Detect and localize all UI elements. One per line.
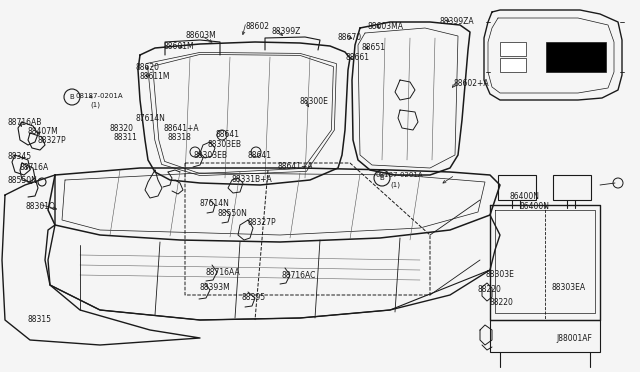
Bar bbox=[490, 320, 600, 352]
Bar bbox=[500, 58, 526, 72]
Text: 88641+A: 88641+A bbox=[163, 124, 198, 133]
Text: 88716A: 88716A bbox=[20, 163, 49, 172]
Text: 08187-0201A: 08187-0201A bbox=[375, 172, 422, 178]
Text: 88641: 88641 bbox=[248, 151, 272, 160]
Text: 88301Q: 88301Q bbox=[25, 202, 55, 211]
Text: B: B bbox=[380, 175, 385, 181]
Text: 88331B+A: 88331B+A bbox=[232, 175, 273, 184]
Text: 88300E: 88300E bbox=[300, 97, 329, 106]
Text: 88651: 88651 bbox=[362, 43, 386, 52]
Text: 88393M: 88393M bbox=[199, 283, 230, 292]
Text: 88399Z: 88399Z bbox=[271, 27, 300, 36]
Text: 88320: 88320 bbox=[110, 124, 134, 133]
Text: 88661: 88661 bbox=[345, 53, 369, 62]
Text: 86400N: 86400N bbox=[520, 202, 550, 211]
Text: 88641+A: 88641+A bbox=[277, 162, 312, 171]
Text: 88550N: 88550N bbox=[218, 209, 248, 218]
Text: 88603M: 88603M bbox=[185, 31, 216, 40]
Text: 88303EB: 88303EB bbox=[207, 140, 241, 149]
Text: 88220: 88220 bbox=[477, 285, 501, 294]
Text: 86400N: 86400N bbox=[510, 192, 540, 201]
Text: 08187-0201A: 08187-0201A bbox=[75, 93, 123, 99]
Text: 88641: 88641 bbox=[215, 130, 239, 139]
Text: 88399ZA: 88399ZA bbox=[440, 17, 475, 26]
Bar bbox=[498, 175, 536, 200]
Text: (1): (1) bbox=[390, 181, 400, 187]
Text: 88345: 88345 bbox=[8, 152, 32, 161]
Text: 88327P: 88327P bbox=[38, 136, 67, 145]
Bar bbox=[500, 42, 526, 56]
Text: 88220: 88220 bbox=[490, 298, 514, 307]
Text: 88611M: 88611M bbox=[139, 72, 170, 81]
Text: J88001AF: J88001AF bbox=[556, 334, 592, 343]
Text: 88602+A: 88602+A bbox=[454, 79, 490, 88]
Text: 88311: 88311 bbox=[113, 133, 137, 142]
Text: 88716AA: 88716AA bbox=[205, 268, 240, 277]
Text: 88716AC: 88716AC bbox=[281, 271, 316, 280]
Text: 88407M: 88407M bbox=[28, 127, 59, 136]
Text: 88318: 88318 bbox=[168, 133, 192, 142]
Text: 88303EA: 88303EA bbox=[551, 283, 585, 292]
Bar bbox=[553, 175, 591, 200]
Text: 88303EB: 88303EB bbox=[193, 151, 227, 160]
Text: 88670: 88670 bbox=[338, 33, 362, 42]
Text: 88315: 88315 bbox=[28, 315, 52, 324]
Bar bbox=[546, 42, 606, 72]
Text: B: B bbox=[70, 94, 74, 100]
Text: 87614N: 87614N bbox=[135, 114, 165, 123]
Text: 88601M: 88601M bbox=[163, 42, 194, 51]
Text: 88550N: 88550N bbox=[8, 176, 38, 185]
Text: (1): (1) bbox=[90, 102, 100, 109]
Text: 88602: 88602 bbox=[246, 22, 270, 31]
Text: 88603MA: 88603MA bbox=[368, 22, 404, 31]
Text: 88395: 88395 bbox=[242, 293, 266, 302]
Text: 88620: 88620 bbox=[136, 63, 160, 72]
Text: 88716AB: 88716AB bbox=[8, 118, 42, 127]
Text: 88303E: 88303E bbox=[485, 270, 514, 279]
Text: 88327P: 88327P bbox=[248, 218, 276, 227]
Text: 87614N: 87614N bbox=[200, 199, 230, 208]
